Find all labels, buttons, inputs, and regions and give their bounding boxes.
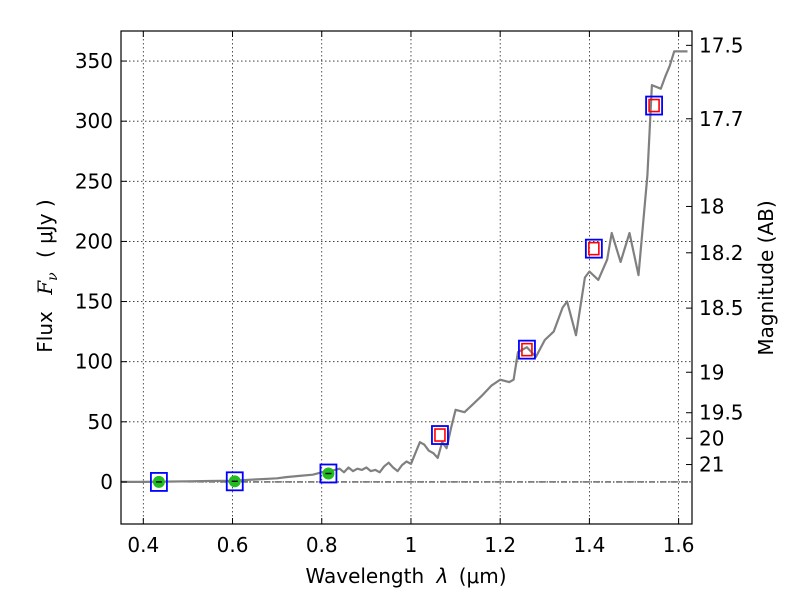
- x-tick-label: 1: [405, 533, 418, 557]
- mag-tick-label: 19: [699, 360, 724, 384]
- y-tick-label: 50: [88, 410, 113, 434]
- mag-tick-label: 21: [699, 453, 724, 477]
- photometry-box: [645, 95, 663, 116]
- y-tick-label: 350: [75, 49, 113, 73]
- mag-tick-label: 17.7: [699, 107, 744, 131]
- markers-layer: [150, 95, 663, 492]
- right-axis-label: Magnitude (AB): [754, 200, 778, 355]
- y-axis-label: Flux Fν ( μJy ): [33, 199, 62, 352]
- x-tick-label: 1.4: [573, 533, 605, 557]
- x-tick-label: 0.8: [306, 533, 338, 557]
- x-tick-label: 0.4: [127, 533, 159, 557]
- y-tick-label: 200: [75, 229, 113, 253]
- model-flux-box: [434, 428, 446, 442]
- mag-tick-label: 17.5: [699, 33, 744, 57]
- model-flux-box: [588, 241, 600, 256]
- mag-tick-label: 18.2: [699, 241, 744, 265]
- photometry-box: [584, 238, 603, 259]
- photometry-box: [518, 339, 536, 360]
- mag-tick-label: 18.5: [699, 296, 744, 320]
- x-tick-label: 0.6: [217, 533, 249, 557]
- mag-tick-label: 20: [699, 426, 724, 450]
- series-layer: [121, 50, 688, 483]
- ticks-layer: 0.4 0.6 0.8 1 1.2 1.4 1.6 0 50 100 150 200 250 300 350…: [75, 31, 744, 557]
- model-flux-box: [521, 342, 533, 357]
- y-tick-label: 300: [75, 109, 113, 133]
- y-tick-label: 150: [75, 290, 113, 314]
- y-tick-label: 250: [75, 169, 113, 193]
- mag-tick-label: 18: [699, 194, 724, 218]
- y-tick-label: 100: [75, 350, 113, 374]
- plot-frame: [120, 30, 693, 525]
- photometry-box: [150, 472, 168, 492]
- photometry-box: [225, 471, 244, 492]
- photometry-box: [431, 425, 449, 445]
- y-tick-label: 0: [100, 470, 113, 494]
- x-tick-label: 1.6: [663, 533, 695, 557]
- mag-tick-label: 19.5: [699, 401, 744, 425]
- x-tick-label: 1.2: [484, 533, 516, 557]
- photometry-box: [319, 463, 338, 484]
- model-flux-box: [648, 98, 660, 113]
- grid: [121, 31, 692, 524]
- model-spectrum-line: [121, 50, 688, 483]
- x-axis-label: Wavelength λ (μm): [305, 564, 506, 588]
